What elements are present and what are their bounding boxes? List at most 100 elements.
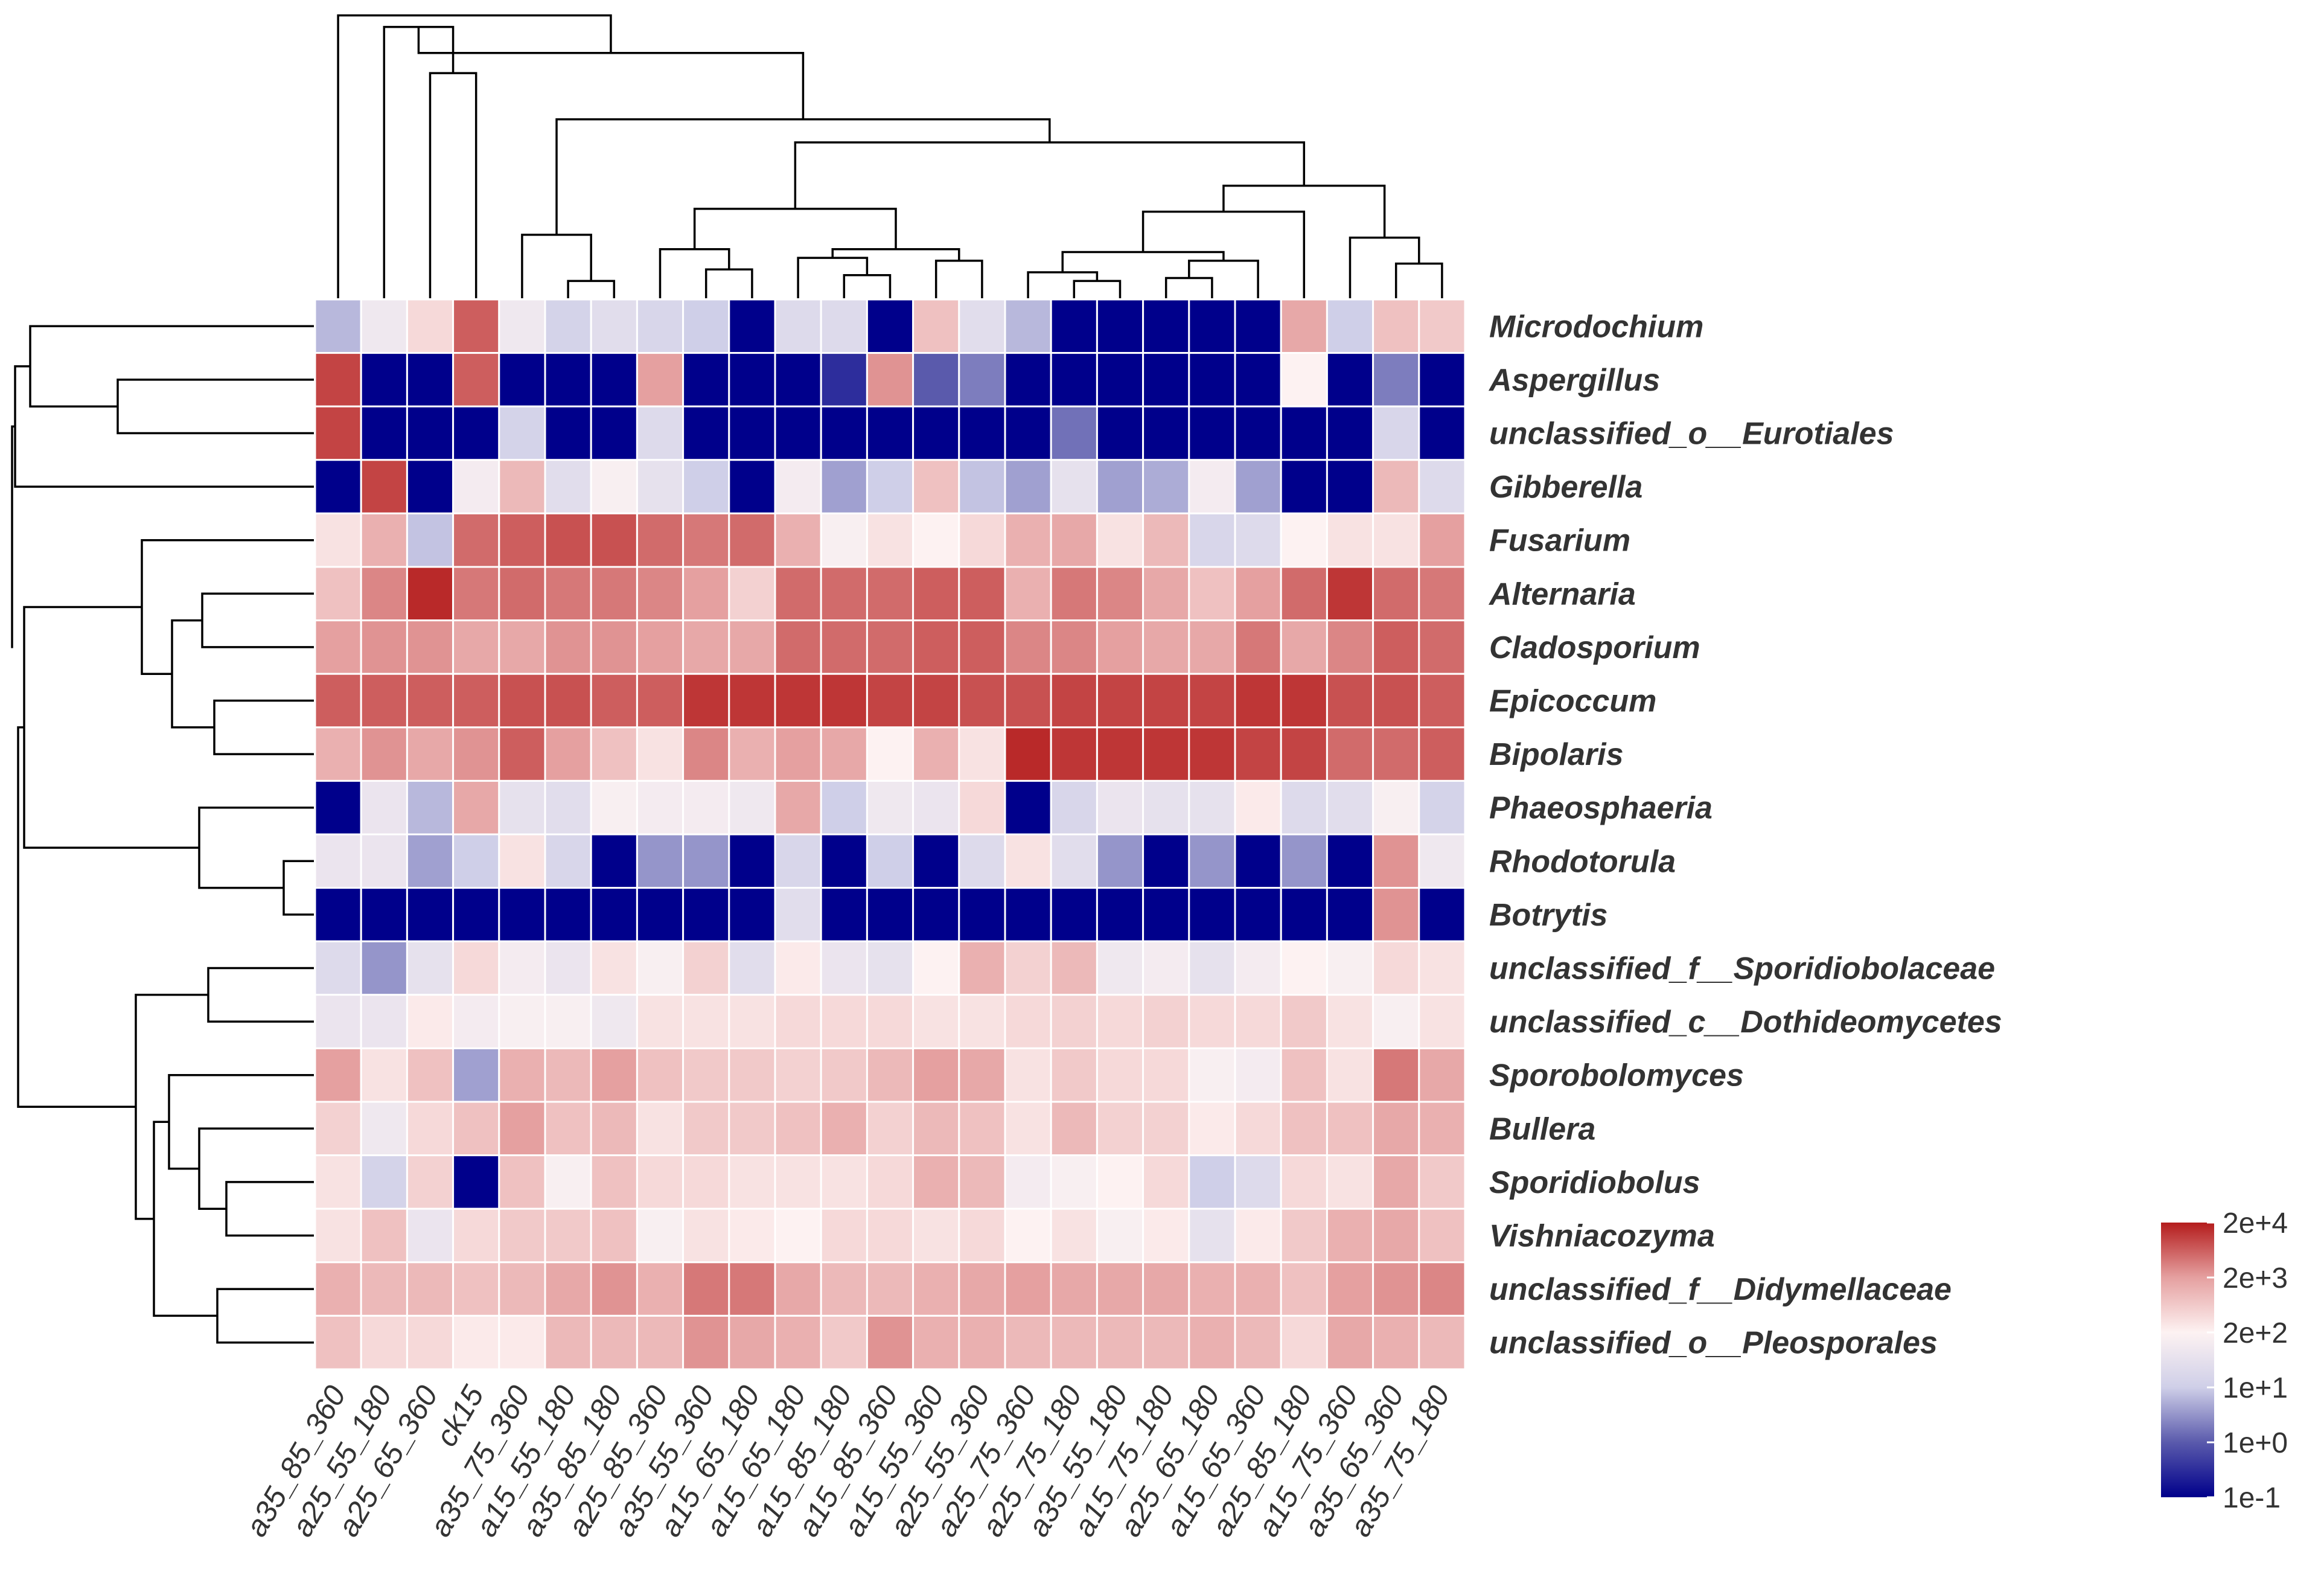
- heatmap-cell: [1004, 352, 1052, 408]
- heatmap-cell: [406, 940, 455, 996]
- heatmap-cell: [1188, 940, 1236, 996]
- heatmap-cell: [728, 298, 776, 354]
- heatmap-cell: [682, 512, 730, 568]
- heatmap-cell: [1142, 1047, 1190, 1103]
- heatmap-cell: [636, 352, 685, 408]
- heatmap-cell: [1142, 779, 1190, 836]
- column-labels: a35_85_360a25_55_180a25_65_360ck15a35_75…: [239, 1380, 1456, 1542]
- heatmap-cell: [1142, 994, 1190, 1049]
- heatmap-cell: [912, 1207, 960, 1264]
- heatmap-cell: [1050, 619, 1098, 675]
- heatmap-cell: [774, 512, 822, 568]
- heatmap-cell: [682, 405, 730, 461]
- heatmap-cell: [866, 779, 915, 836]
- heatmap-cell: [1004, 512, 1052, 568]
- heatmap-cell: [912, 566, 960, 622]
- heatmap-cell: [1326, 1101, 1374, 1157]
- heatmap-cell: [452, 405, 500, 461]
- heatmap-cell: [774, 726, 822, 782]
- row-label: unclassified_f__Sporidiobolaceae: [1489, 951, 1995, 986]
- heatmap-cell: [1142, 726, 1190, 782]
- heatmap-cell: [406, 619, 455, 675]
- heatmap-cell: [314, 405, 362, 461]
- heatmap-cell: [1280, 887, 1328, 942]
- heatmap-cell: [1326, 405, 1374, 461]
- heatmap-cell: [1188, 994, 1236, 1049]
- heatmap-cell: [636, 459, 685, 514]
- heatmap-cell: [866, 619, 915, 675]
- heatmap-cell: [728, 405, 776, 461]
- heatmap-cell: [774, 566, 822, 622]
- heatmap-cell: [1280, 1047, 1328, 1103]
- heatmap-cell: [1004, 833, 1052, 889]
- heatmap-cell: [1372, 940, 1420, 996]
- heatmap-cell: [728, 673, 776, 729]
- heatmap-cell: [1372, 298, 1420, 354]
- heatmap-cell: [1326, 1207, 1374, 1264]
- heatmap-cell: [406, 1207, 455, 1264]
- heatmap-cell: [682, 887, 730, 942]
- heatmap-cell: [498, 566, 546, 622]
- heatmap-cell: [912, 298, 960, 354]
- heatmap-cell: [360, 1207, 408, 1264]
- heatmap-cell: [1050, 833, 1098, 889]
- heatmap-cell: [1142, 833, 1190, 889]
- heatmap-cell: [544, 1314, 592, 1370]
- heatmap-cell: [636, 298, 685, 354]
- heatmap-cell: [636, 940, 685, 996]
- heatmap-cell: [1234, 673, 1282, 729]
- heatmap-cell: [1326, 1047, 1374, 1103]
- heatmap-cell: [1004, 1154, 1052, 1210]
- dendrogram-branch: [1164, 277, 1213, 298]
- heatmap-cell: [1418, 887, 1466, 942]
- heatmap-cell: [912, 405, 960, 461]
- heatmap-cell: [406, 512, 455, 568]
- row-label: Botrytis: [1489, 898, 1607, 933]
- heatmap-cell: [912, 512, 960, 568]
- row-label: Rhodotorula: [1489, 844, 1676, 879]
- heatmap-cell: [1372, 1154, 1420, 1210]
- heatmap-cell: [912, 619, 960, 675]
- heatmap-cell: [682, 352, 730, 408]
- dendrogram-branch: [17, 726, 136, 1108]
- heatmap-cell: [1188, 1154, 1236, 1210]
- heatmap-cell: [1326, 1314, 1374, 1370]
- heatmap-cell: [774, 940, 822, 996]
- heatmap-cell: [452, 352, 500, 408]
- row-label: Fusarium: [1489, 523, 1630, 558]
- heatmap-cell: [1096, 1047, 1144, 1103]
- heatmap-cell: [544, 405, 592, 461]
- row-label: Aspergillus: [1488, 363, 1660, 398]
- heatmap-cell: [1326, 619, 1374, 675]
- heatmap-cell: [314, 1314, 362, 1370]
- heatmap-cell: [452, 833, 500, 889]
- heatmap-cell: [406, 779, 455, 836]
- heatmap-cell: [958, 940, 1006, 996]
- heatmap-cell: [1050, 779, 1098, 836]
- heatmap-cell: [636, 1047, 685, 1103]
- heatmap-cell: [498, 1047, 546, 1103]
- heatmap-cell: [912, 673, 960, 729]
- heatmap-cell: [360, 779, 408, 836]
- heatmap-cell: [498, 1154, 546, 1210]
- heatmap-cell: [820, 1314, 868, 1370]
- heatmap-cell: [1188, 566, 1236, 622]
- dendrogram-branch: [201, 592, 314, 648]
- heatmap-cell: [1188, 887, 1236, 942]
- heatmap-cell: [682, 1101, 730, 1157]
- heatmap-cell: [820, 512, 868, 568]
- dendrogram-branch: [141, 539, 314, 675]
- column-dendrogram: [337, 14, 1443, 298]
- row-label: Vishniacozyma: [1489, 1219, 1715, 1254]
- heatmap-cell: [360, 566, 408, 622]
- heatmap-cell: [360, 887, 408, 942]
- heatmap-cell: [728, 459, 776, 514]
- heatmap-cell: [1326, 994, 1374, 1049]
- heatmap-cell: [314, 833, 362, 889]
- heatmap-cell: [820, 619, 868, 675]
- heatmap-cell: [728, 1207, 776, 1264]
- dendrogram-branch: [1027, 271, 1099, 298]
- heatmap-cell: [1234, 1154, 1282, 1210]
- heatmap-cell: [1372, 1261, 1420, 1317]
- dendrogram-branch: [14, 365, 314, 488]
